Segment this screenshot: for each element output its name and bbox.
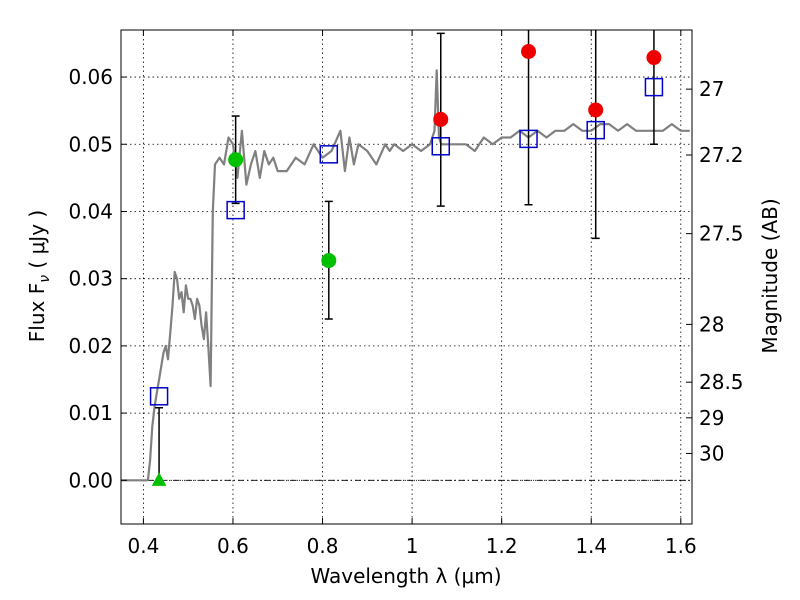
x-tick-label: 1.4 <box>575 534 607 558</box>
observed-point-red <box>646 50 662 66</box>
y2-axis-title: Magnitude (AB) <box>758 198 782 353</box>
model-band-square <box>149 387 169 406</box>
y-tick-label: 0.06 <box>68 65 113 89</box>
y-tick-label: 0.00 <box>68 468 113 492</box>
tick-labels-layer: 0.4 0.6 0.8 1 1.2 1.4 1.6 0.00 0.01 0.02 0.03 0.04 0… <box>68 65 743 558</box>
x-tick-label: 0.6 <box>217 534 249 558</box>
model-band-square <box>519 129 538 149</box>
plot-frame <box>120 29 693 525</box>
y-axis-title-subscript: ν <box>37 275 53 283</box>
model-spectrum-layer <box>121 69 690 482</box>
observed-point-green <box>321 253 337 269</box>
x-tick-label: 0.8 <box>307 534 339 558</box>
y-tick-label: 0.02 <box>68 334 113 358</box>
observed-point-red <box>521 44 537 60</box>
upper-limit-triangle <box>151 472 167 486</box>
x-tick-label: 0.4 <box>127 534 159 558</box>
y2-tick-label: 27.5 <box>699 222 744 246</box>
y2-tick-label: 29 <box>699 406 724 430</box>
y-tick-label: 0.01 <box>68 401 113 425</box>
x-tick-label: 1.2 <box>486 534 518 558</box>
y2-tick-label: 27.2 <box>699 143 744 167</box>
ticks-layer <box>121 30 692 524</box>
x-axis-title: Wavelength λ (μm) <box>310 564 501 588</box>
y-tick-label: 0.04 <box>68 199 113 223</box>
y-axis-title-unit: ( μJy ) <box>25 210 49 275</box>
y2-tick-label: 30 <box>699 441 724 465</box>
svg-text:Flux Fν ( μJy ): Flux Fν ( μJy ) <box>25 210 53 342</box>
y2-tick-label: 28 <box>699 312 724 336</box>
y-tick-label: 0.03 <box>68 267 113 291</box>
data-points-layer <box>149 44 664 486</box>
model-band-square <box>586 120 605 140</box>
model-spectrum-line <box>121 69 690 482</box>
model-band-square <box>319 145 339 164</box>
x-tick-label: 1.6 <box>665 534 697 558</box>
y-axis-title-main: Flux F <box>25 283 49 342</box>
x-tick-label: 1 <box>406 534 419 558</box>
y2-tick-label: 28.5 <box>699 370 744 394</box>
observed-point-green <box>228 152 244 168</box>
y-axis-title: Flux Fν ( μJy ) <box>25 210 53 342</box>
observed-point-red <box>433 111 449 127</box>
grid-layer <box>121 30 692 524</box>
y2-tick-label: 27 <box>699 77 724 101</box>
observed-point-red <box>588 102 604 118</box>
y-tick-label: 0.05 <box>68 132 113 156</box>
model-band-square <box>431 137 451 156</box>
model-band-square <box>226 200 245 220</box>
model-band-square <box>644 77 664 97</box>
svg-text:Magnitude (AB): Magnitude (AB) <box>758 198 782 353</box>
